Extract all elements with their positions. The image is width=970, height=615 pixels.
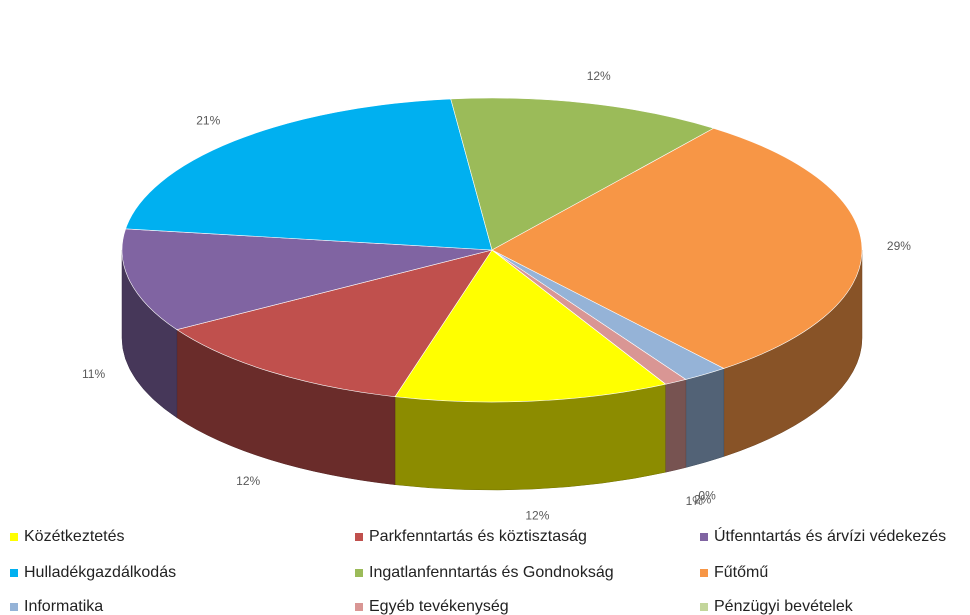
legend-swatch [355,533,363,541]
legend-swatch [10,603,18,611]
legend-label: Útfenntartás és árvízi védekezés [714,526,946,545]
legend-swatch [10,569,18,577]
legend-label: Parkfenntartás és köztisztaság [369,528,587,545]
legend-swatch [700,603,708,611]
data-label: 1% [686,494,704,508]
data-label: 12% [236,474,260,488]
slice-side [665,379,687,473]
slice [121,228,493,330]
legend-swatch [700,569,708,577]
slice [125,98,493,251]
legend-swatch [10,533,18,541]
slice [176,249,493,398]
legend-label: Hulladékgazdálkodás [24,564,176,581]
slice [394,249,667,403]
legend-label: Fűtőmű [714,564,768,581]
legend-label: Ingatlanfenntartás és Gondnokság [369,564,614,581]
slice [450,97,715,251]
data-label: 11% [82,367,105,381]
legend-label: Közétkeztetés [24,528,125,545]
slice [491,249,687,385]
data-label: 0% [698,489,716,503]
data-label: 2% [694,493,712,507]
legend-swatch [355,569,363,577]
slice-side [685,368,725,468]
legend-label: Informatika [24,598,103,615]
legend-swatch [700,533,708,541]
legend-swatch [355,603,363,611]
data-label: 12% [587,69,611,83]
legend-label: Egyéb tevékenység [369,598,509,615]
data-label: 12% [525,508,549,522]
data-label: 29% [887,239,911,253]
data-label: 21% [196,114,220,128]
slice [491,127,863,369]
legend-label: Pénzügyi bevételek [714,598,854,615]
